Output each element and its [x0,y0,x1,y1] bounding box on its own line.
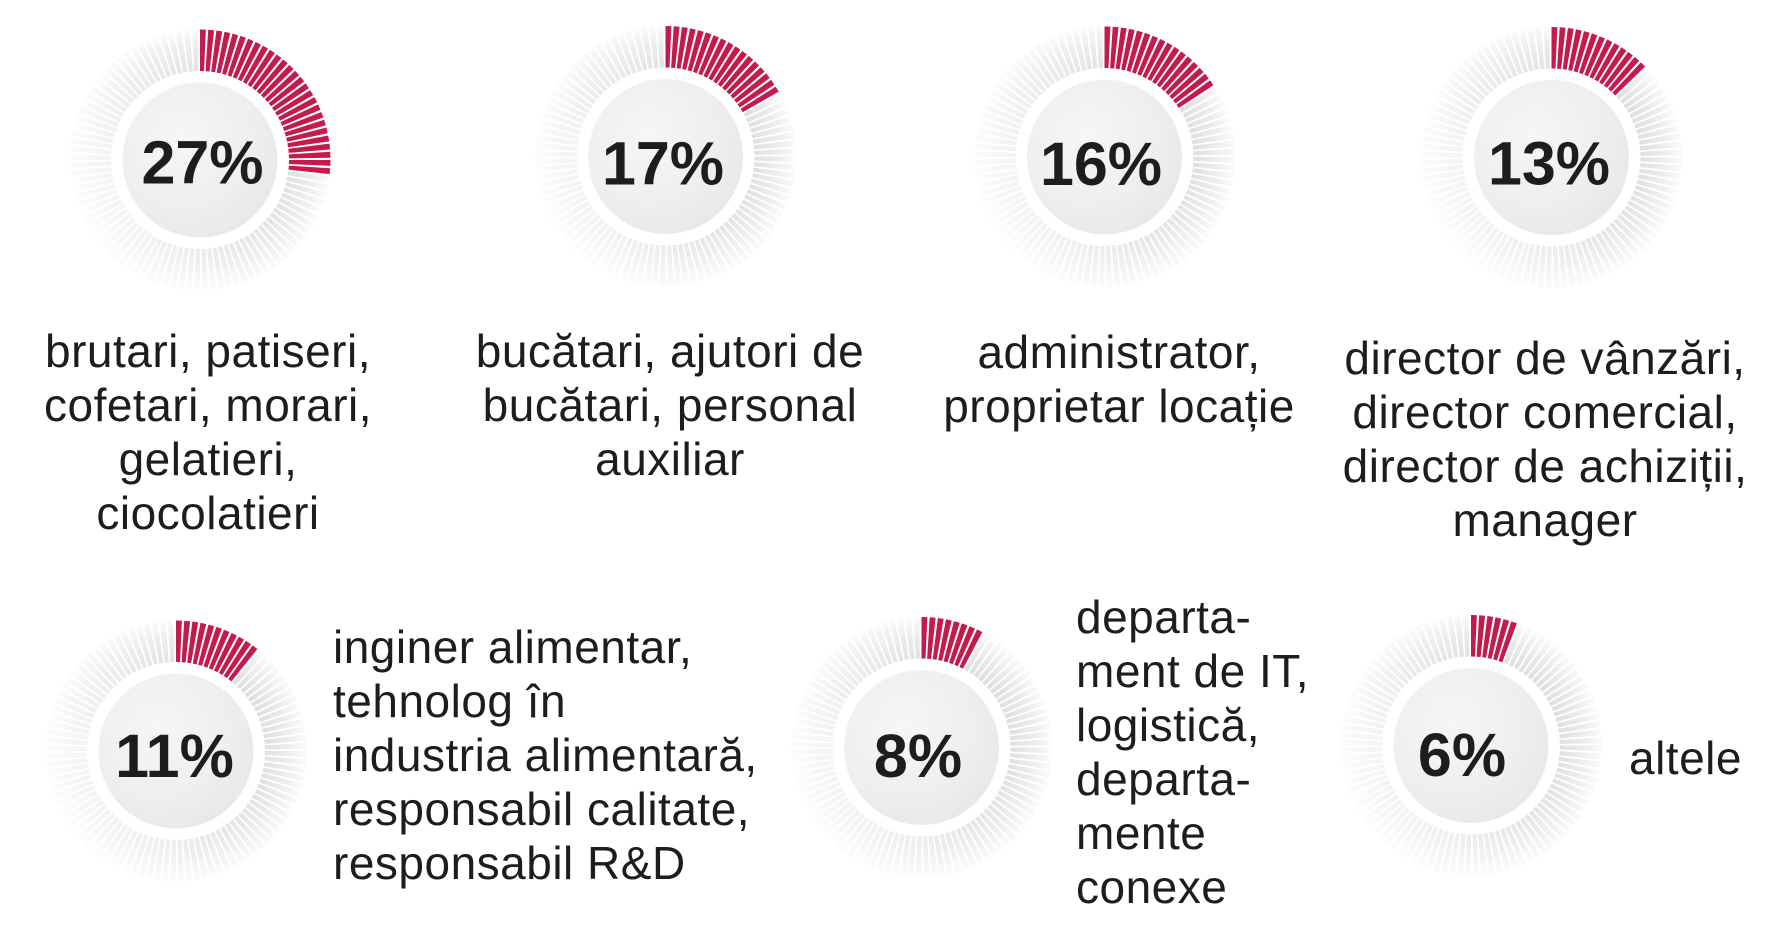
svg-text:16%: 16% [1040,130,1162,198]
svg-text:27%: 27% [141,129,263,197]
svg-text:8%: 8% [874,722,962,790]
svg-text:11%: 11% [115,722,234,790]
svg-text:13%: 13% [1488,130,1610,198]
svg-text:6%: 6% [1418,721,1506,789]
svg-text:17%: 17% [602,130,724,198]
